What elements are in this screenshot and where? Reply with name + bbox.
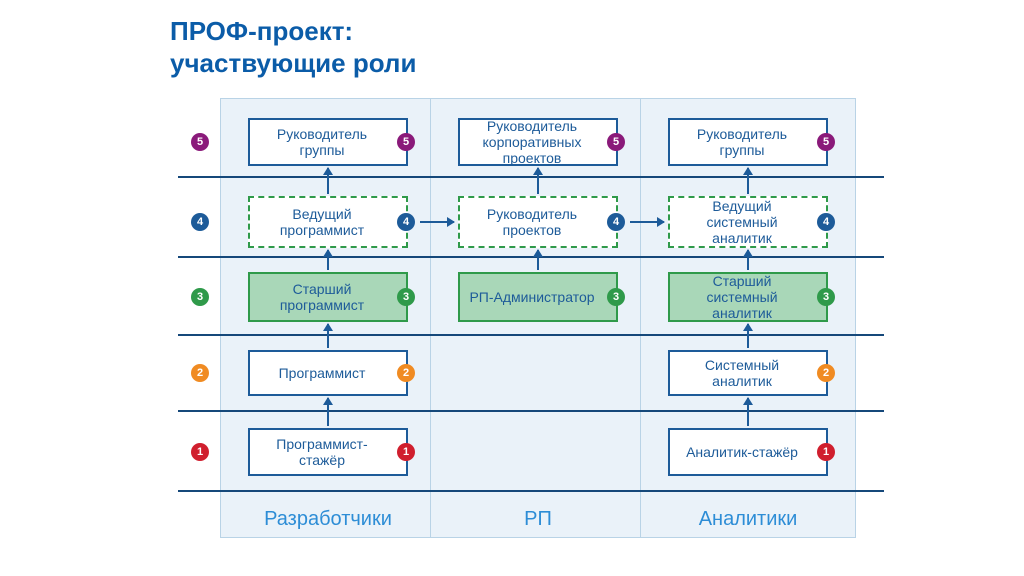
arrow-up xyxy=(537,168,539,194)
role-level-badge: 2 xyxy=(817,364,835,382)
arrow-head-icon xyxy=(323,397,333,405)
role-box: Руководитель корпоративных проектов5 xyxy=(458,118,618,166)
role-box: Ведущий системный аналитик4 xyxy=(668,196,828,248)
arrow-right xyxy=(630,221,664,223)
role-label: Ведущий системный аналитик xyxy=(676,198,808,246)
arrow-head-icon xyxy=(657,217,665,227)
role-label: РП-Администратор xyxy=(469,289,594,305)
level-divider xyxy=(178,410,884,412)
role-level-badge: 5 xyxy=(817,133,835,151)
role-box: Аналитик-стажёр1 xyxy=(668,428,828,476)
role-label: Руководитель проектов xyxy=(466,206,598,238)
role-box: Руководитель проектов4 xyxy=(458,196,618,248)
role-level-badge: 1 xyxy=(397,443,415,461)
level-divider xyxy=(178,256,884,258)
arrow-head-icon xyxy=(533,167,543,175)
arrow-up xyxy=(327,250,329,270)
arrow-up xyxy=(747,168,749,194)
arrow-head-icon xyxy=(743,167,753,175)
arrow-right xyxy=(420,221,454,223)
arrow-head-icon xyxy=(323,323,333,331)
role-box: РП-Администратор3 xyxy=(458,272,618,322)
role-label: Старший программист xyxy=(256,281,388,313)
level-divider xyxy=(178,490,884,492)
arrow-head-icon xyxy=(323,167,333,175)
roles-diagram: РазработчикиРПАналитики 5 4 3 2 1 Руководитель… xyxy=(0,0,1024,576)
role-box: Программист-стажёр1 xyxy=(248,428,408,476)
level-badge: 1 xyxy=(191,443,209,461)
role-box: Старший программист3 xyxy=(248,272,408,322)
role-label: Руководитель группы xyxy=(256,126,388,158)
level-badge: 2 xyxy=(191,364,209,382)
role-box: Программист2 xyxy=(248,350,408,396)
level-divider xyxy=(178,334,884,336)
arrow-head-icon xyxy=(447,217,455,227)
role-box: Ведущий программист4 xyxy=(248,196,408,248)
level-divider xyxy=(178,176,884,178)
role-level-badge: 3 xyxy=(397,288,415,306)
role-box: Руководитель группы5 xyxy=(248,118,408,166)
arrow-head-icon xyxy=(743,397,753,405)
role-label: Программист-стажёр xyxy=(256,436,388,468)
column-label: Аналитики xyxy=(641,508,855,531)
role-level-badge: 5 xyxy=(607,133,625,151)
role-label: Аналитик-стажёр xyxy=(686,444,798,460)
role-label: Руководитель корпоративных проектов xyxy=(466,118,598,166)
role-level-badge: 1 xyxy=(817,443,835,461)
level-badge: 3 xyxy=(191,288,209,306)
role-level-badge: 4 xyxy=(397,213,415,231)
arrow-head-icon xyxy=(743,249,753,257)
role-level-badge: 2 xyxy=(397,364,415,382)
role-label: Руководитель группы xyxy=(676,126,808,158)
level-badge: 4 xyxy=(191,213,209,231)
role-level-badge: 3 xyxy=(607,288,625,306)
column-label: Разработчики xyxy=(221,508,435,531)
role-level-badge: 5 xyxy=(397,133,415,151)
arrow-up xyxy=(327,398,329,426)
role-box: Старший системный аналитик3 xyxy=(668,272,828,322)
role-level-badge: 4 xyxy=(607,213,625,231)
arrow-head-icon xyxy=(743,323,753,331)
level-badge: 5 xyxy=(191,133,209,151)
role-box: Системный аналитик2 xyxy=(668,350,828,396)
role-level-badge: 4 xyxy=(817,213,835,231)
role-label: Старший системный аналитик xyxy=(676,273,808,321)
role-label: Программист xyxy=(279,365,366,381)
role-level-badge: 3 xyxy=(817,288,835,306)
arrow-up xyxy=(327,168,329,194)
arrow-head-icon xyxy=(323,249,333,257)
arrow-up xyxy=(747,324,749,348)
arrow-up xyxy=(327,324,329,348)
column-label: РП xyxy=(431,508,645,531)
role-box: Руководитель группы5 xyxy=(668,118,828,166)
arrow-up xyxy=(747,250,749,270)
arrow-head-icon xyxy=(533,249,543,257)
role-label: Системный аналитик xyxy=(676,357,808,389)
arrow-up xyxy=(747,398,749,426)
role-label: Ведущий программист xyxy=(256,206,388,238)
arrow-up xyxy=(537,250,539,270)
